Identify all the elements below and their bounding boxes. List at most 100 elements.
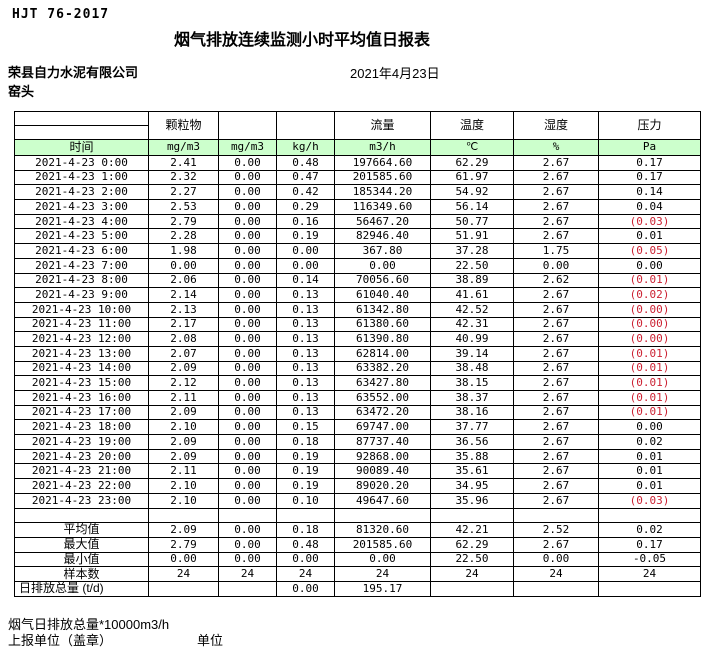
summary-label: 最大值: [14, 536, 149, 553]
cell-value: 2.67: [513, 390, 599, 406]
cell-value: 2.67: [513, 199, 599, 215]
cell-time: 2021-4-23 3:00: [14, 199, 149, 215]
cell-value: 63552.00: [334, 390, 431, 406]
cell-value: 38.15: [430, 375, 514, 391]
cell-value: 0.13: [276, 390, 335, 406]
cell-time: 2021-4-23 1:00: [14, 169, 149, 186]
cell-value: 0.00: [218, 434, 277, 450]
cell-value: 69747.00: [334, 419, 431, 436]
cell-value: 2.27: [148, 184, 219, 201]
cell-value: 63472.20: [334, 404, 431, 421]
cell-value: 116349.60: [334, 199, 431, 215]
cell-value: 0.00: [218, 272, 277, 289]
cell-value: 2.32: [148, 169, 219, 186]
header-unit-3: kg/h: [276, 139, 335, 156]
cell-value: 56467.20: [334, 213, 431, 230]
table-row: 2021-4-23 3:00 2.53 0.00 0.29 116349.60 56.14…: [14, 199, 701, 215]
cell-value: 61040.40: [334, 287, 431, 303]
cell-value: 0.00: [218, 404, 277, 421]
header-unit-temp: ℃: [430, 139, 514, 156]
cell-value: 2.53: [148, 199, 219, 215]
cell-value: (0.03): [598, 213, 701, 230]
cell-value: 0.14: [276, 272, 335, 289]
cell-value: (0.00): [598, 331, 701, 347]
cell-value: 0.00: [218, 287, 277, 303]
cell-value: 0.01: [598, 463, 701, 480]
cell-value: 0.17: [598, 536, 701, 553]
cell-time: 2021-4-23 17:00: [14, 404, 149, 421]
cell-value: 0.00: [218, 375, 277, 391]
header-pressure: 压力: [598, 111, 701, 140]
cell-value: 0.01: [598, 448, 701, 465]
cell-value: 90089.40: [334, 463, 431, 480]
cell-value: 2.09: [148, 522, 219, 538]
cell-value: 2.67: [513, 301, 599, 318]
cell-value: 0.19: [276, 448, 335, 465]
cell-value: 0.48: [276, 536, 335, 553]
cell-value: 35.96: [430, 492, 514, 509]
cell-value: 2.17: [148, 316, 219, 333]
report-date: 2021年4月23日: [350, 66, 440, 81]
cell-value: [218, 580, 277, 597]
cell-time: 2021-4-23 16:00: [14, 390, 149, 406]
cell-value: 2.08: [148, 331, 219, 347]
cell-value: 0.00: [218, 169, 277, 186]
cell-value: 2.62: [513, 272, 599, 289]
cell-value: 0.29: [276, 199, 335, 215]
cell-value: 0.00: [276, 243, 335, 259]
cell-value: 82946.40: [334, 228, 431, 245]
cell-value: 0.00: [218, 536, 277, 553]
cell-value: 1.98: [148, 243, 219, 259]
cell-value: 2.67: [513, 169, 599, 186]
cell-value: 0.00: [513, 551, 599, 568]
cell-value: 0.00: [218, 478, 277, 494]
cell-value: 63382.20: [334, 360, 431, 377]
cell-value: 2.67: [513, 448, 599, 465]
doc-code: HJT 76-2017: [12, 7, 110, 22]
cell-time: 2021-4-23 21:00: [14, 463, 149, 480]
cell-value: 24: [598, 566, 701, 582]
cell-value: 38.37: [430, 390, 514, 406]
cell-value: 2.28: [148, 228, 219, 245]
cell-value: 0.00: [218, 551, 277, 568]
table-row: 2021-4-23 14:00 2.09 0.00 0.13 63382.20 38.48…: [14, 360, 701, 377]
unit-label: 单位: [197, 633, 224, 648]
summary-label: 样本数: [14, 566, 149, 582]
footer-note: 烟气日排放总量*10000m3/h: [8, 617, 170, 632]
cell-value: 40.99: [430, 331, 514, 347]
header-corner-top: [14, 111, 149, 126]
cell-time: 2021-4-23 23:00: [14, 492, 149, 509]
cell-value: (0.00): [598, 301, 701, 318]
cell-time: 2021-4-23 10:00: [14, 301, 149, 318]
cell-value: 0.13: [276, 331, 335, 347]
cell-value: 0.00: [276, 551, 335, 568]
cell-value: 2.09: [148, 434, 219, 450]
cell-value: 22.50: [430, 257, 514, 274]
report-unit-label: 上报单位（盖章）: [8, 633, 113, 648]
cell-value: 24: [218, 566, 277, 582]
page-title: 烟气排放连续监测小时平均值日报表: [173, 32, 430, 49]
cell-value: 0.13: [276, 404, 335, 421]
cell-value: 2.67: [513, 375, 599, 391]
cell-value: 24: [148, 566, 219, 582]
cell-value: 61380.60: [334, 316, 431, 333]
cell-time: 2021-4-23 18:00: [14, 419, 149, 436]
table-row: 2021-4-23 11:00 2.17 0.00 0.13 61380.60 42.31…: [14, 316, 701, 333]
table-row: 2021-4-23 21:00 2.11 0.00 0.19 90089.40 35.61…: [14, 463, 701, 480]
cell-value: 0.00: [148, 551, 219, 568]
cell-time: 2021-4-23 9:00: [14, 287, 149, 303]
cell-value: 0.00: [218, 228, 277, 245]
cell-value: 0.19: [276, 478, 335, 494]
cell-value: 0.19: [276, 228, 335, 245]
header-temperature: 温度: [430, 111, 514, 140]
cell-value: (0.01): [598, 360, 701, 377]
cell-value: 0.13: [276, 375, 335, 391]
cell-value: 0.19: [276, 463, 335, 480]
cell-value: [148, 580, 219, 597]
summary-row: 最小值 0.00 0.00 0.00 0.00 22.50 0.00 -0.05: [14, 551, 701, 568]
cell-value: (0.01): [598, 345, 701, 362]
cell-time: 2021-4-23 4:00: [14, 213, 149, 230]
header-time: 时间: [14, 139, 149, 156]
cell-value: 2.13: [148, 301, 219, 318]
cell-value: 0.00: [218, 316, 277, 333]
